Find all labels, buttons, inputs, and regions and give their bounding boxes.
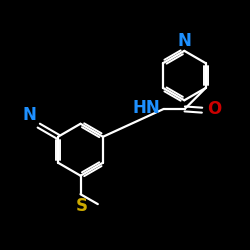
- Text: S: S: [76, 197, 88, 215]
- Text: N: N: [23, 106, 37, 124]
- Text: HN: HN: [133, 99, 161, 117]
- Text: N: N: [178, 32, 191, 50]
- Text: O: O: [208, 100, 222, 118]
